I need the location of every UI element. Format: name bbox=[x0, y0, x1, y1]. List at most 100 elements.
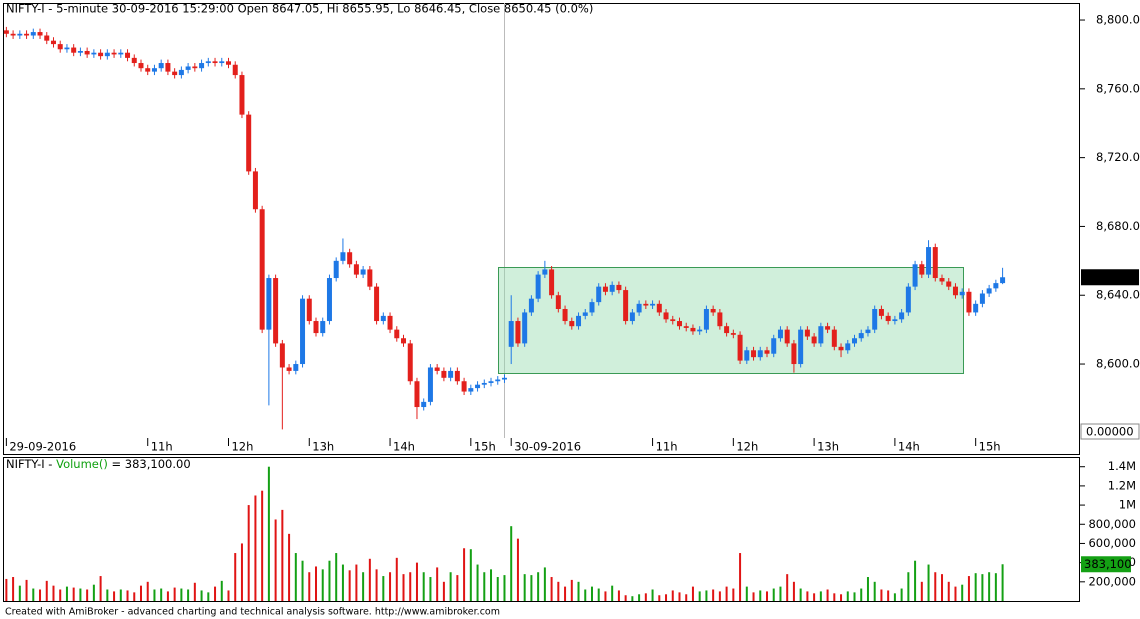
y-tick-label: 1.4M bbox=[1108, 459, 1136, 473]
volume-bar bbox=[806, 591, 809, 601]
candle-body bbox=[616, 284, 622, 291]
y-tick-label: 600,000 bbox=[1088, 536, 1136, 550]
volume-bar bbox=[819, 591, 822, 601]
volume-bar bbox=[79, 588, 82, 601]
volume-bar bbox=[496, 577, 499, 601]
volume-bar bbox=[840, 594, 843, 601]
volume-bar bbox=[52, 585, 55, 601]
volume-bar bbox=[409, 572, 412, 601]
volume-bar bbox=[644, 593, 647, 601]
candle-body bbox=[811, 336, 817, 344]
candle-body bbox=[57, 44, 63, 50]
volume-bar bbox=[941, 574, 944, 601]
volume-bar bbox=[106, 589, 109, 601]
candle-body bbox=[461, 381, 467, 392]
candle-body bbox=[650, 303, 656, 306]
candle-body bbox=[825, 326, 831, 330]
candle-body bbox=[784, 329, 790, 344]
volume-bar bbox=[705, 590, 708, 601]
candle-body bbox=[353, 264, 359, 275]
volume-bar bbox=[658, 595, 661, 601]
volume-panel bbox=[3, 457, 1080, 602]
volume-bar bbox=[288, 533, 291, 601]
volume-bar bbox=[651, 589, 654, 601]
volume-bar bbox=[590, 586, 593, 601]
volume-bar bbox=[799, 588, 802, 601]
candle-body bbox=[374, 286, 380, 322]
volume-bar bbox=[577, 581, 580, 601]
candle-body bbox=[172, 71, 178, 76]
price-panel bbox=[3, 3, 1080, 455]
volume-bar bbox=[860, 588, 863, 601]
volume-bar bbox=[557, 581, 560, 601]
candle-body bbox=[118, 52, 124, 55]
x-tick-label: 13h bbox=[817, 440, 839, 454]
volume-bar bbox=[779, 586, 782, 601]
volume-bar bbox=[476, 564, 479, 601]
candle-body bbox=[320, 321, 326, 334]
volume-bar bbox=[617, 590, 620, 601]
candle-body bbox=[394, 329, 400, 339]
candle-body bbox=[401, 338, 407, 344]
volume-bar bbox=[846, 591, 849, 601]
candle-body bbox=[77, 50, 83, 53]
volume-bar bbox=[166, 591, 169, 601]
candle-body bbox=[165, 63, 171, 72]
volume-bar bbox=[72, 587, 75, 601]
candle-body bbox=[973, 303, 979, 313]
volume-bar bbox=[160, 588, 163, 601]
volume-bar bbox=[739, 553, 742, 601]
candle-body bbox=[831, 329, 837, 347]
candle-body bbox=[300, 298, 306, 365]
candle-body bbox=[340, 252, 346, 261]
candle-body bbox=[979, 293, 985, 304]
volume-bar bbox=[335, 553, 338, 601]
candle-body bbox=[71, 47, 77, 53]
volume-bar bbox=[113, 591, 116, 601]
volume-bar bbox=[490, 569, 493, 601]
candle-body bbox=[212, 61, 218, 64]
candle-body bbox=[663, 312, 669, 320]
candle-body bbox=[131, 57, 137, 64]
volume-bar bbox=[240, 543, 243, 601]
candle-body bbox=[427, 367, 433, 402]
price-title: NIFTY-I - 5-minute 30-09-2016 15:29:00 O… bbox=[6, 2, 593, 16]
x-tick-label: 14h bbox=[898, 440, 920, 454]
candle-body bbox=[225, 61, 231, 65]
candle-body bbox=[724, 326, 730, 334]
volume-bar bbox=[981, 574, 984, 601]
volume-bar bbox=[139, 585, 142, 601]
candle-body bbox=[885, 315, 891, 322]
candle-body bbox=[441, 370, 447, 378]
volume-bar bbox=[813, 593, 816, 601]
x-tick-label: 15h bbox=[979, 440, 1001, 454]
volume-bar bbox=[389, 572, 392, 601]
candle-body bbox=[582, 312, 588, 316]
bottom-label: 0.00000 bbox=[1086, 425, 1134, 439]
candle-body bbox=[986, 288, 992, 294]
volume-bar bbox=[341, 564, 344, 601]
candle-body bbox=[899, 312, 905, 320]
x-tick-label: 30-09-2016 bbox=[514, 440, 581, 454]
candle-body bbox=[64, 47, 70, 50]
candle-body bbox=[192, 66, 198, 69]
y-tick-label: 8,600.0 bbox=[1096, 357, 1140, 371]
volume-bar bbox=[65, 586, 68, 601]
volume-bar bbox=[119, 589, 122, 601]
candle-body bbox=[838, 346, 844, 351]
candle-body bbox=[589, 302, 595, 313]
volume-bar bbox=[604, 591, 607, 601]
candle-body bbox=[293, 364, 299, 371]
candle-body bbox=[528, 298, 534, 313]
candle-body bbox=[178, 69, 184, 76]
candle-body bbox=[91, 52, 97, 55]
candle-body bbox=[454, 370, 460, 382]
volume-bar bbox=[261, 490, 264, 601]
volume-bar bbox=[988, 572, 991, 601]
candle-body bbox=[279, 343, 285, 368]
volume-bar bbox=[422, 572, 425, 601]
volume-bar bbox=[550, 577, 553, 601]
volume-bar bbox=[294, 553, 297, 601]
candle-body bbox=[966, 291, 972, 313]
candle-body bbox=[501, 377, 507, 380]
